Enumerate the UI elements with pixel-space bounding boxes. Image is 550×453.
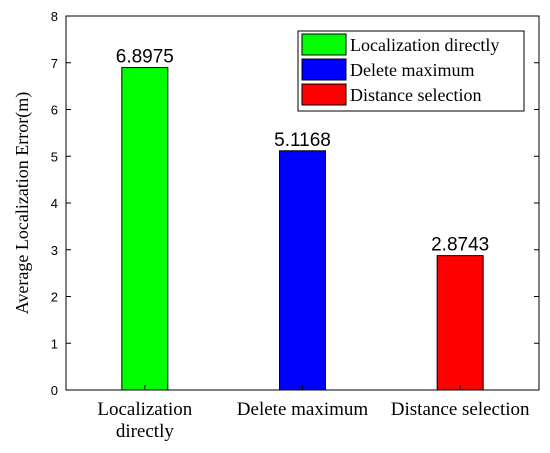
bars-group [121,67,484,391]
y-axis: 0 1 2 3 4 5 6 7 8 [51,9,539,398]
y-tick-label: 7 [51,56,58,71]
bar-3 [436,255,484,391]
legend-entry-2: Delete maximum [350,60,474,80]
legend-entry-1: Localization directly [350,35,499,55]
y-tick-label: 0 [51,383,58,398]
data-label-3: 2.8743 [431,235,489,256]
y-tick-label: 3 [51,243,58,258]
y-axis-label: Average Localization Error(m) [12,92,33,315]
x-tick-label: Delete maximum [237,399,369,420]
y-tick-label: 1 [51,336,58,351]
y-tick-label: 2 [51,290,58,305]
legend-swatch-2 [301,58,347,81]
legend-swatch-3 [301,83,347,106]
y-tick-label: 5 [51,149,58,164]
data-label-1: 6.8975 [116,47,174,68]
bar-1 [121,67,169,391]
y-tick-label: 6 [51,103,58,118]
legend-swatch-1 [301,33,347,56]
y-tick-label: 8 [51,9,58,24]
legend: Localization directly Delete maximum Dista… [297,30,525,112]
x-tick-label: Localization [97,399,192,420]
data-label-2: 5.1168 [274,130,331,151]
x-tick-label: directly [116,421,175,442]
data-labels-group: 6.8975 5.1168 2.8743 [116,47,489,256]
bar-2 [279,150,326,391]
x-tick-label: Distance selection [391,399,530,420]
legend-entry-3: Distance selection [350,85,481,105]
y-tick-label: 4 [51,196,58,211]
